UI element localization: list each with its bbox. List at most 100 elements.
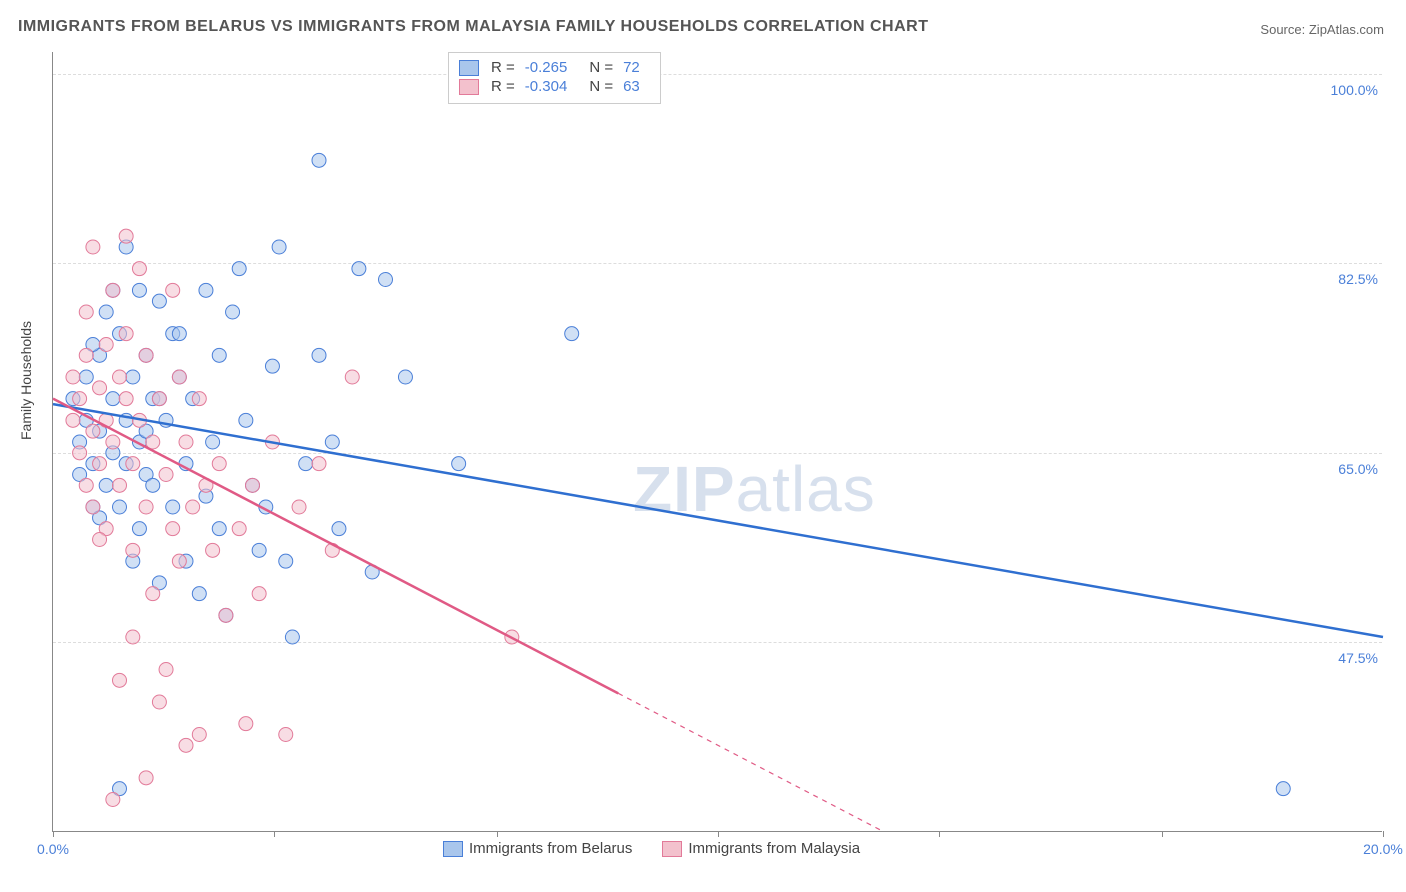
data-point (119, 229, 133, 243)
data-point (166, 283, 180, 297)
data-point (292, 500, 306, 514)
data-point (192, 392, 206, 406)
stats-row-2: R = -0.304 N = 63 (459, 78, 650, 95)
source-name: ZipAtlas.com (1309, 22, 1384, 37)
data-point (139, 348, 153, 362)
legend-label-2: Immigrants from Malaysia (688, 840, 860, 857)
data-point (219, 608, 233, 622)
y-tick-label: 100.0% (1331, 82, 1386, 98)
data-point (73, 446, 87, 460)
data-point (565, 327, 579, 341)
data-point (252, 587, 266, 601)
data-point (212, 457, 226, 471)
data-point (66, 370, 80, 384)
data-point (279, 728, 293, 742)
data-point (252, 543, 266, 557)
data-point (452, 457, 466, 471)
data-point (159, 663, 173, 677)
data-point (206, 543, 220, 557)
y-tick-label: 47.5% (1338, 650, 1386, 666)
data-point (265, 359, 279, 373)
data-point (126, 630, 140, 644)
x-tickmark (718, 831, 719, 837)
data-point (239, 717, 253, 731)
x-tick-label: 20.0% (1363, 841, 1403, 857)
data-point (126, 370, 140, 384)
data-point (86, 500, 100, 514)
data-point (126, 457, 140, 471)
data-point (398, 370, 412, 384)
data-point (86, 240, 100, 254)
data-point (66, 413, 80, 427)
source-attribution: Source: ZipAtlas.com (1260, 22, 1384, 37)
data-point (312, 457, 326, 471)
data-point (86, 424, 100, 438)
y-axis-label: Family Households (18, 321, 34, 440)
data-point (113, 478, 127, 492)
n-label: N = (589, 59, 613, 76)
y-tick-label: 82.5% (1338, 271, 1386, 287)
data-point (166, 500, 180, 514)
stats-legend: R = -0.265 N = 72 R = -0.304 N = 63 (448, 52, 661, 104)
data-point (132, 262, 146, 276)
data-point (272, 240, 286, 254)
legend-item-2: Immigrants from Malaysia (662, 840, 860, 857)
data-point (106, 392, 120, 406)
swatch-icon (459, 60, 479, 76)
data-point (79, 305, 93, 319)
page-title: IMMIGRANTS FROM BELARUS VS IMMIGRANTS FR… (18, 18, 928, 36)
data-point (139, 500, 153, 514)
data-point (179, 435, 193, 449)
x-tickmark (1162, 831, 1163, 837)
trend-line-dashed (618, 693, 884, 832)
data-point (226, 305, 240, 319)
data-point (106, 283, 120, 297)
x-tickmark (53, 831, 54, 837)
data-point (113, 673, 127, 687)
data-point (299, 457, 313, 471)
data-point (232, 262, 246, 276)
chart-plot-area: ZIPatlas R = -0.265 N = 72 R = -0.304 N … (52, 52, 1382, 832)
data-point (312, 348, 326, 362)
r-label: R = (491, 59, 515, 76)
trend-line (53, 404, 1383, 637)
data-point (79, 348, 93, 362)
data-point (172, 554, 186, 568)
data-point (212, 522, 226, 536)
data-point (166, 522, 180, 536)
data-point (159, 468, 173, 482)
x-tickmark (1383, 831, 1384, 837)
swatch-icon (443, 841, 463, 857)
data-point (172, 327, 186, 341)
data-point (99, 305, 113, 319)
legend-item-1: Immigrants from Belarus (443, 840, 632, 857)
data-point (186, 500, 200, 514)
legend-label-1: Immigrants from Belarus (469, 840, 632, 857)
data-point (113, 370, 127, 384)
data-point (279, 554, 293, 568)
series-legend: Immigrants from Belarus Immigrants from … (443, 840, 860, 857)
data-point (332, 522, 346, 536)
data-point (106, 793, 120, 807)
n-value-2: 63 (623, 78, 640, 95)
data-point (126, 543, 140, 557)
data-point (232, 522, 246, 536)
data-point (106, 435, 120, 449)
swatch-icon (459, 79, 479, 95)
data-point (179, 738, 193, 752)
chart-svg (53, 52, 1382, 831)
data-point (132, 522, 146, 536)
source-label: Source: (1260, 22, 1305, 37)
data-point (93, 533, 107, 547)
data-point (93, 381, 107, 395)
n-label: N = (589, 78, 613, 95)
x-tickmark (274, 831, 275, 837)
data-point (132, 283, 146, 297)
data-point (352, 262, 366, 276)
data-point (93, 457, 107, 471)
data-point (345, 370, 359, 384)
data-point (206, 435, 220, 449)
x-tick-label: 0.0% (37, 841, 69, 857)
y-tick-label: 65.0% (1338, 461, 1386, 477)
data-point (152, 695, 166, 709)
